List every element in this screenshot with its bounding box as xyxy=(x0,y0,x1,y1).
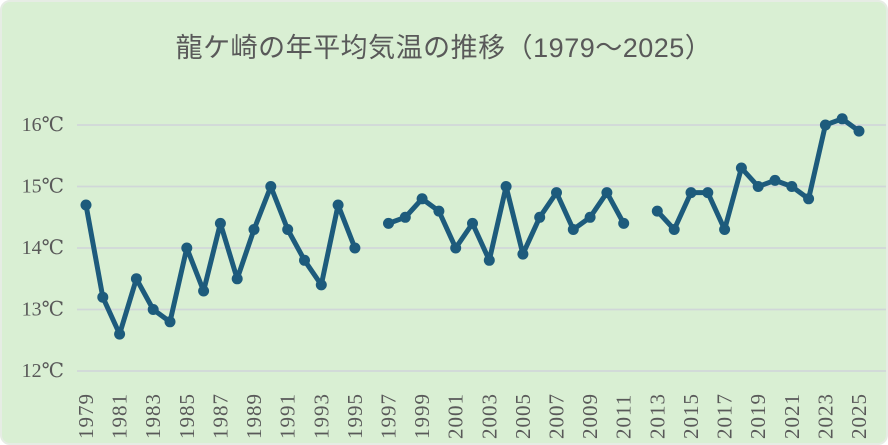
y-tick-label: 16℃ xyxy=(22,114,64,136)
y-tick-label: 15℃ xyxy=(22,176,64,198)
data-point-marker[interactable] xyxy=(265,181,277,192)
y-tick-label: 13℃ xyxy=(22,299,64,321)
x-tick-label: 1997 xyxy=(376,393,400,439)
data-point-marker[interactable] xyxy=(198,285,210,297)
data-point-marker[interactable] xyxy=(836,113,848,125)
data-point-marker[interactable] xyxy=(315,279,327,291)
data-point-marker[interactable] xyxy=(399,211,411,223)
data-point-marker[interactable] xyxy=(685,187,697,199)
x-tick-label: 2015 xyxy=(679,393,703,439)
y-tick-label: 12℃ xyxy=(22,360,64,382)
x-tick-label: 2017 xyxy=(713,393,737,439)
data-point-marker[interactable] xyxy=(584,211,596,223)
x-tick-label: 1999 xyxy=(410,393,434,439)
x-tick-label: 1987 xyxy=(208,393,232,439)
data-point-marker[interactable] xyxy=(651,205,663,217)
x-tick-label: 2025 xyxy=(847,393,871,439)
x-tick-label: 1991 xyxy=(276,393,300,439)
data-point-marker[interactable] xyxy=(450,242,462,254)
x-tick-label: 2013 xyxy=(645,393,669,439)
y-axis-labels: 12℃ 13℃ 14℃ 15℃ 16℃ xyxy=(22,114,64,382)
data-point-marker[interactable] xyxy=(853,125,865,137)
chart-title: 龍ケ崎の年平均気温の推移（1979～2025） xyxy=(175,33,713,63)
x-tick-label: 2019 xyxy=(746,393,770,439)
x-tick-label: 2003 xyxy=(477,393,501,439)
data-point-marker[interactable] xyxy=(248,224,260,235)
data-point-marker[interactable] xyxy=(97,291,109,303)
data-point-marker[interactable] xyxy=(433,205,445,217)
y-tick-label: 14℃ xyxy=(22,237,64,259)
data-point-marker[interactable] xyxy=(130,273,142,285)
x-tick-label: 1985 xyxy=(175,393,199,439)
data-point-marker[interactable] xyxy=(769,174,781,186)
data-point-marker[interactable] xyxy=(349,242,361,254)
data-point-marker[interactable] xyxy=(551,187,562,199)
x-tick-label: 2007 xyxy=(545,393,569,439)
x-tick-label: 2009 xyxy=(578,393,602,439)
data-point-marker[interactable] xyxy=(467,217,478,229)
x-axis-labels: 1979 1981 1983 1985 1987 1989 1991 1993 1995 1997… xyxy=(74,393,871,439)
x-tick-label: 1989 xyxy=(242,393,266,439)
data-point-marker[interactable] xyxy=(214,217,226,229)
data-point-marker[interactable] xyxy=(181,242,193,254)
x-tick-label: 1993 xyxy=(309,393,333,439)
x-tick-label: 1981 xyxy=(108,393,132,439)
data-point-marker[interactable] xyxy=(416,193,428,205)
data-point-marker[interactable] xyxy=(618,217,630,229)
x-tick-label: 1995 xyxy=(343,393,367,439)
temperature-line-series[interactable] xyxy=(80,113,865,340)
data-point-marker[interactable] xyxy=(601,187,613,199)
x-tick-label: 1979 xyxy=(74,393,98,439)
data-point-marker[interactable] xyxy=(735,162,747,174)
data-point-marker[interactable] xyxy=(483,254,495,266)
data-point-marker[interactable] xyxy=(752,181,764,192)
data-point-marker[interactable] xyxy=(383,217,394,229)
x-tick-label: 2021 xyxy=(780,393,804,439)
data-point-marker[interactable] xyxy=(803,193,815,205)
data-point-marker[interactable] xyxy=(517,248,529,260)
x-tick-label: 2011 xyxy=(612,394,636,439)
data-point-marker[interactable] xyxy=(164,316,176,328)
x-tick-label: 2001 xyxy=(444,393,468,439)
data-point-marker[interactable] xyxy=(231,273,243,285)
data-point-marker[interactable] xyxy=(668,224,680,235)
data-point-marker[interactable] xyxy=(114,328,126,340)
data-point-marker[interactable] xyxy=(282,224,294,235)
data-point-marker[interactable] xyxy=(534,211,546,223)
data-point-marker[interactable] xyxy=(567,224,579,235)
data-point-marker[interactable] xyxy=(719,224,731,235)
data-point-marker[interactable] xyxy=(500,181,512,192)
x-tick-label: 2005 xyxy=(511,393,535,439)
x-tick-label: 1983 xyxy=(141,393,165,439)
data-point-marker[interactable] xyxy=(299,254,310,266)
x-tick-label: 2023 xyxy=(813,393,837,439)
data-point-marker[interactable] xyxy=(786,181,798,192)
data-point-marker[interactable] xyxy=(702,187,714,199)
data-point-marker[interactable] xyxy=(147,304,159,315)
data-point-marker[interactable] xyxy=(819,119,831,131)
data-point-marker[interactable] xyxy=(80,199,92,211)
data-point-marker[interactable] xyxy=(332,199,344,211)
